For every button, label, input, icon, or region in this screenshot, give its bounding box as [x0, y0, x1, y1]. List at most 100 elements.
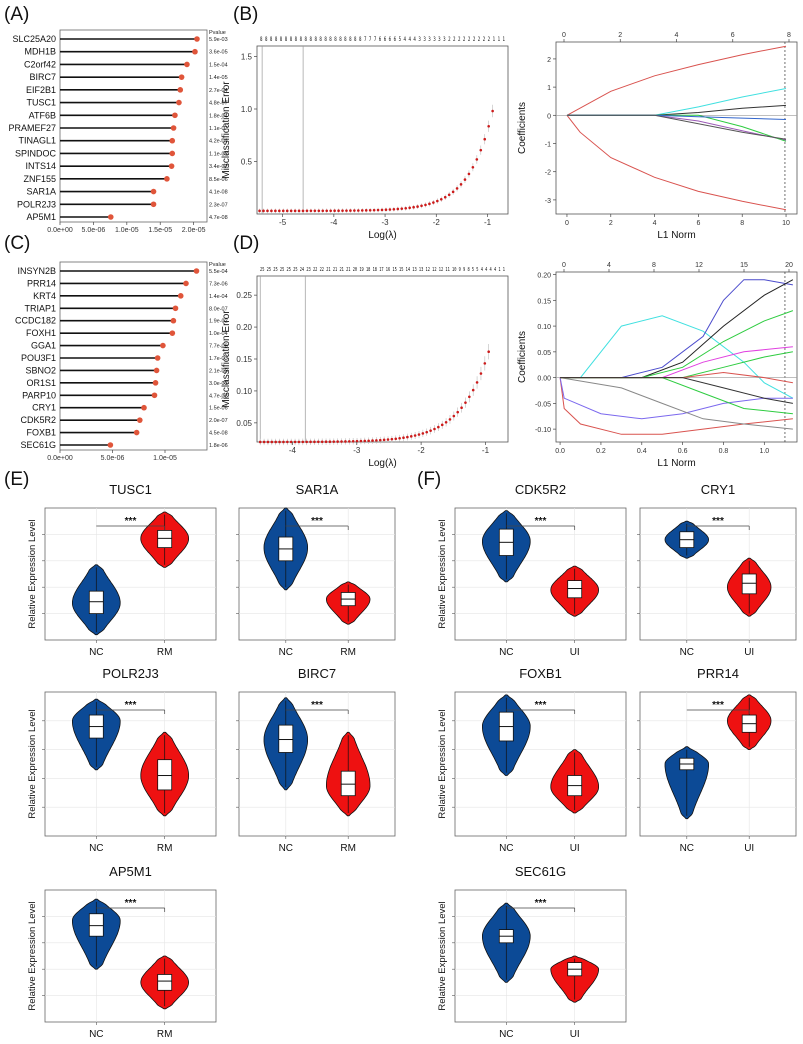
- lollipop-dot: [170, 125, 177, 131]
- gene-label: EIF2B1: [26, 85, 56, 95]
- pvalue-label: 1.4e-04: [209, 294, 228, 300]
- significance-stars: ***: [125, 516, 137, 527]
- gene-label: SBNO2: [25, 365, 56, 375]
- gene-label: ATF6B: [29, 110, 56, 120]
- violin-frame: [454, 889, 627, 1023]
- violin-frame: [639, 507, 797, 641]
- lollipop-dot: [177, 87, 184, 93]
- pvalue-label: 4.7e-08: [209, 215, 228, 221]
- pvalue-header: Pvalue: [209, 30, 226, 36]
- x-tick-label: 0.8: [719, 448, 729, 455]
- gene-label: TUSC1: [26, 98, 56, 108]
- cv-point: [337, 209, 340, 212]
- violin-title: PRR14: [697, 666, 739, 681]
- x-tick-label: -1: [482, 446, 490, 455]
- pvalue-label: 1.8e-06: [209, 443, 228, 449]
- y-axis-label: Relative Expression Level: [27, 709, 38, 818]
- group-label: RM: [340, 843, 356, 854]
- cv-point: [301, 209, 305, 213]
- gene-label: MDH1B: [24, 47, 56, 57]
- top-tick-label: 2: [618, 32, 622, 39]
- x-tick-label: 10: [782, 220, 790, 227]
- cv-point: [367, 439, 370, 443]
- group-label: RM: [157, 647, 173, 658]
- top-tick-label: 0: [562, 32, 566, 39]
- group-label: NC: [680, 647, 694, 658]
- cv-point: [483, 362, 487, 365]
- y-tick-label: 0.00: [537, 376, 551, 383]
- group-label: NC: [499, 647, 513, 658]
- cv-point: [390, 437, 394, 441]
- y-tick-label: 0.05: [236, 419, 252, 428]
- cv-point: [452, 414, 456, 418]
- gene-label: BIRC7: [29, 72, 56, 82]
- x-tick-label: 1.5e-05: [148, 227, 172, 234]
- violin-frame: [44, 691, 217, 837]
- cv-point: [320, 440, 324, 444]
- coef-path: [567, 114, 787, 140]
- x-tick-label: 1.0e-05: [115, 227, 139, 234]
- cv-point: [475, 381, 479, 384]
- gene-label: CRY1: [32, 403, 56, 413]
- x-tick-label: 5.0e-06: [82, 227, 106, 234]
- significance-stars: ***: [125, 700, 137, 711]
- gene-label: OR1S1: [26, 378, 56, 388]
- pvalue-label: 4.7e-03: [209, 393, 228, 399]
- pvalue-label: 2.0e-07: [209, 418, 228, 424]
- cv-point: [456, 410, 460, 414]
- y-tick-label: -1: [545, 142, 551, 149]
- cv-point: [376, 208, 380, 212]
- pvalue-label: 8.5e-06: [209, 177, 228, 183]
- coef-path: [566, 45, 787, 116]
- cv-point: [404, 206, 408, 210]
- cv-point: [468, 395, 471, 399]
- cv-point: [420, 204, 423, 208]
- gene-label: FOXH1: [26, 328, 56, 338]
- group-label: RM: [157, 843, 173, 854]
- gene-label: POU3F1: [21, 353, 56, 363]
- top-tick-label: 20: [785, 262, 793, 269]
- cv-point: [357, 209, 360, 212]
- cv-point: [274, 209, 277, 213]
- violin-title: POLR2J3: [102, 666, 158, 681]
- y-tick-label: 0.05: [537, 350, 551, 357]
- gene-label: POLR2J3: [17, 199, 56, 209]
- cv-point: [301, 440, 305, 444]
- cv-point: [364, 209, 368, 212]
- cv-point: [359, 439, 363, 443]
- cv-point: [360, 209, 364, 212]
- plot-frame: [555, 41, 798, 215]
- gene-label: INSYN2B: [17, 266, 56, 276]
- gene-label: TINAGL1: [18, 136, 56, 146]
- cv-point: [333, 209, 336, 213]
- lollipop-dot: [169, 137, 176, 144]
- lollipop-dot: [169, 150, 176, 157]
- gene-label: PRAMEF27: [8, 123, 56, 133]
- box: [567, 580, 583, 599]
- x-tick-label: -4: [330, 218, 338, 227]
- violin-frame: [44, 889, 217, 1023]
- gene-label: KRT4: [33, 291, 56, 301]
- group-label: RM: [340, 647, 356, 658]
- pvalue-label: 1.4e-05: [209, 75, 228, 81]
- cv-point: [262, 209, 265, 213]
- group-label: NC: [89, 647, 103, 658]
- cv-point: [432, 201, 435, 204]
- cv-point: [372, 208, 376, 212]
- violin-title: SAR1A: [296, 482, 339, 497]
- coef-path: [560, 377, 793, 430]
- x-tick-label: 2.0e-05: [182, 227, 206, 234]
- violin-title: TUSC1: [109, 482, 152, 497]
- top-tick-label: 4: [607, 262, 611, 269]
- y-axis-label: Misclassification Error: [221, 310, 232, 408]
- cv-point: [475, 158, 479, 161]
- violin-title: BIRC7: [298, 666, 336, 681]
- lollipop-dot: [154, 355, 161, 361]
- cv-point: [409, 435, 413, 438]
- gene-label: PARP10: [22, 390, 56, 400]
- gene-label: SPINDOC: [15, 148, 57, 158]
- significance-stars: ***: [311, 700, 323, 711]
- gene-label: PRR14: [27, 278, 56, 288]
- cv-point: [471, 388, 475, 392]
- pvalue-label: 4.5e-08: [209, 431, 228, 437]
